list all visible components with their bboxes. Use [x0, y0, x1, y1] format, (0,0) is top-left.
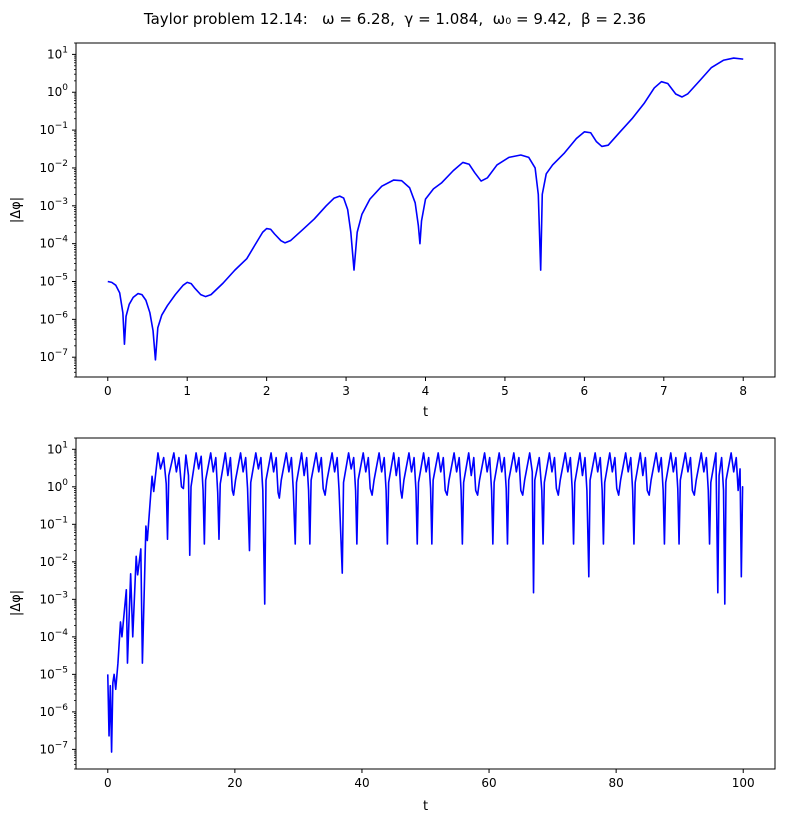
y-tick-label: 10−6 [39, 703, 68, 719]
x-tick-label: 5 [501, 384, 509, 398]
axes-frame [75, 437, 776, 770]
y-tick-label: 10−2 [39, 159, 68, 175]
y-tick-label: 10−3 [39, 590, 68, 606]
y-tick-label: 10−4 [39, 235, 68, 251]
x-tick-label: 8 [739, 384, 747, 398]
y-tick-label: 10−7 [39, 348, 68, 364]
x-tick-label: 40 [354, 776, 369, 790]
x-tick-label: 60 [481, 776, 496, 790]
y-axis-label: |Δφ| [9, 197, 24, 223]
chart-1: 0 1 2 3 4 5 6 7 8 10−7 10−6 10−5 10−4 10−3 10−2 10−1 100… [9, 42, 776, 420]
x-axis-label: t [423, 799, 428, 814]
y-tick-label: 10−7 [39, 740, 68, 756]
y-tick-label: 10−4 [39, 628, 68, 644]
x-tick-label: 7 [660, 384, 668, 398]
x-tick-label: 1 [183, 384, 191, 398]
y-tick-label: 10−2 [39, 553, 68, 569]
series-line-1 [106, 452, 744, 753]
y-tick-label: 100 [47, 478, 68, 494]
x-tick-label: 0 [104, 776, 112, 790]
x-tick-label: 3 [342, 384, 350, 398]
y-tick-label: 101 [47, 440, 68, 456]
x-tick-label: 0 [104, 384, 112, 398]
x-tick-label: 100 [732, 776, 755, 790]
x-tick-label: 20 [227, 776, 242, 790]
y-tick-label: 100 [47, 83, 68, 99]
y-axis-label: |Δφ| [9, 590, 24, 616]
y-tick-label: 10−1 [39, 121, 68, 137]
series-line-1 [107, 57, 744, 361]
axes-frame [75, 42, 776, 378]
y-tick-label: 10−5 [39, 273, 68, 289]
y-tick-label: 101 [47, 45, 68, 61]
chart-2: 0 20 40 60 80 100 10−7 10−6 10−5 10−4 10−3 10−2 10−1… [9, 437, 776, 814]
x-tick-label: 6 [581, 384, 589, 398]
x-tick-label: 4 [422, 384, 430, 398]
x-axis-label: t [423, 405, 428, 420]
y-tick-label: 10−5 [39, 665, 68, 681]
y-tick-label: 10−3 [39, 197, 68, 213]
y-tick-label: 10−1 [39, 515, 68, 531]
x-tick-label: 80 [608, 776, 623, 790]
figure-title: Taylor problem 12.14: ω = 6.28, γ = 1.08… [143, 10, 647, 28]
y-tick-label: 10−6 [39, 310, 68, 326]
x-tick-label: 2 [263, 384, 271, 398]
